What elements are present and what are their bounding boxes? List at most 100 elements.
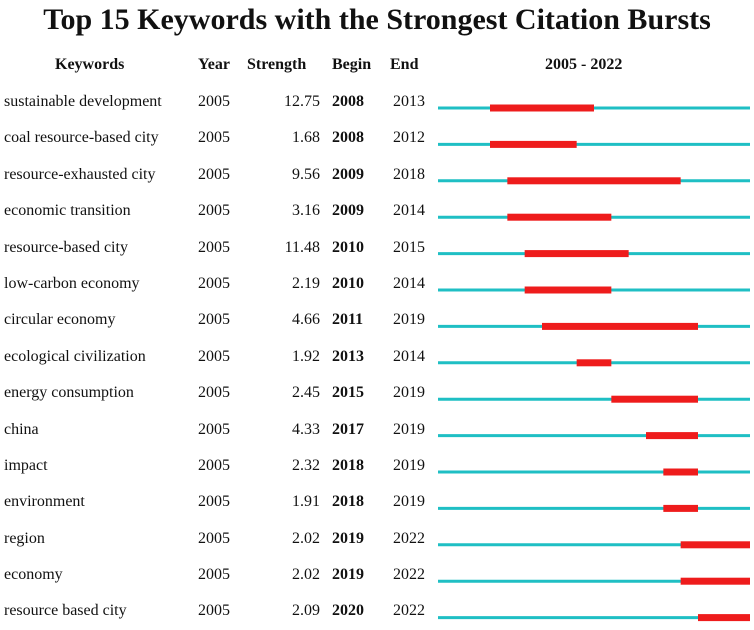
burst-bar [698, 614, 750, 622]
burst-bar [663, 504, 698, 512]
keyword-label: region [4, 529, 45, 547]
begin-year: 2009 [332, 165, 364, 183]
strength-value: 2.02 [292, 566, 320, 584]
header-keywords: Keywords [55, 56, 125, 73]
table-row: low-carbon economy 2005 2.19 2010 2014 [0, 266, 754, 302]
begin-year: 2020 [332, 602, 364, 620]
burst-bar [663, 468, 698, 476]
begin-year: 2018 [332, 456, 364, 474]
end-year: 2022 [393, 602, 425, 620]
end-year: 2019 [393, 311, 425, 329]
begin-year: 2010 [332, 274, 364, 292]
keyword-label: ecological civilization [4, 347, 146, 365]
year-value: 2005 [198, 238, 230, 256]
header-begin: Begin [332, 56, 372, 73]
begin-year: 2013 [332, 347, 364, 365]
burst-bar [524, 286, 612, 294]
strength-value: 1.91 [292, 493, 320, 511]
table-row: resource-based city 2005 11.48 2010 2015 [0, 230, 754, 266]
begin-year: 2011 [332, 311, 364, 329]
year-value: 2005 [198, 602, 230, 620]
end-year: 2022 [393, 566, 425, 584]
year-value: 2005 [198, 93, 230, 110]
end-year: 2014 [393, 202, 425, 220]
burst-bar [680, 577, 750, 585]
end-year: 2018 [393, 165, 425, 183]
strength-value: 2.32 [292, 456, 320, 474]
strength-value: 11.48 [284, 238, 320, 256]
table-row: coal resource-based city 2005 1.68 2008 2012 [0, 120, 754, 156]
year-value: 2005 [198, 274, 230, 292]
end-year: 2019 [393, 420, 425, 438]
keyword-label: environment [4, 493, 85, 511]
strength-value: 2.09 [292, 602, 320, 620]
keyword-label: coal resource-based city [4, 129, 159, 147]
strength-value: 1.92 [292, 347, 320, 365]
keyword-label: energy consumption [4, 384, 134, 402]
keyword-label: economy [4, 566, 63, 584]
begin-year: 2019 [332, 566, 364, 584]
header-year: Year [198, 56, 230, 73]
strength-value: 2.45 [292, 384, 320, 402]
burst-bar [490, 140, 577, 148]
table-row: energy consumption 2005 2.45 2015 2019 [0, 375, 754, 411]
burst-bar [490, 104, 594, 112]
year-value: 2005 [198, 529, 230, 547]
burst-bar [611, 395, 698, 403]
keyword-label: low-carbon economy [4, 274, 140, 292]
burst-bar [524, 250, 629, 258]
chart-title: Top 15 Keywords with the Strongest Citat… [43, 3, 711, 36]
keyword-label: circular economy [4, 311, 116, 329]
table-row: impact 2005 2.32 2018 2019 [0, 448, 754, 484]
table-row: environment 2005 1.91 2018 2019 [0, 484, 754, 520]
table-row: economic transition 2005 3.16 2009 2014 [0, 193, 754, 229]
begin-year: 2009 [332, 202, 364, 220]
year-value: 2005 [198, 129, 230, 147]
end-year: 2019 [393, 493, 425, 511]
table-row: circular economy 2005 4.66 2011 2019 [0, 302, 754, 338]
year-value: 2005 [198, 347, 230, 365]
strength-value: 3.16 [292, 202, 320, 220]
strength-value: 2.19 [292, 274, 320, 292]
strength-value: 2.02 [292, 529, 320, 547]
year-value: 2005 [198, 456, 230, 474]
keyword-label: economic transition [4, 202, 131, 220]
begin-year: 2010 [332, 238, 364, 256]
table-row: china 2005 4.33 2017 2019 [0, 412, 754, 448]
end-year: 2014 [393, 274, 425, 292]
end-year: 2022 [393, 529, 425, 547]
burst-bar [542, 322, 698, 330]
burst-bar [646, 432, 698, 440]
end-year: 2012 [393, 129, 425, 147]
year-value: 2005 [198, 566, 230, 584]
end-year: 2019 [393, 456, 425, 474]
header-end: End [390, 56, 419, 73]
year-value: 2005 [198, 493, 230, 511]
end-year: 2014 [393, 347, 425, 365]
keyword-label: resource based city [4, 602, 127, 620]
burst-bar [576, 359, 612, 367]
burst-bar [680, 541, 750, 549]
table-row: resource based city 2005 2.09 2020 2022 [0, 593, 754, 629]
keyword-label: china [4, 420, 39, 438]
keyword-label: resource-based city [4, 238, 128, 256]
strength-value: 9.56 [292, 165, 320, 183]
table-row: ecological civilization 2005 1.92 2013 2014 [0, 339, 754, 375]
end-year: 2015 [393, 238, 425, 256]
begin-year: 2008 [332, 93, 364, 110]
end-year: 2013 [393, 93, 425, 110]
begin-year: 2017 [332, 420, 364, 438]
table-row: resource-exhausted city 2005 9.56 2009 2018 [0, 157, 754, 193]
begin-year: 2008 [332, 129, 364, 147]
table-row: sustainable development 2005 12.75 2008 2013 [0, 84, 754, 120]
year-value: 2005 [198, 165, 230, 183]
keyword-label: sustainable development [4, 93, 162, 110]
table-row: region 2005 2.02 2019 2022 [0, 521, 754, 557]
strength-value: 4.66 [292, 311, 320, 329]
end-year: 2019 [393, 384, 425, 402]
year-value: 2005 [198, 311, 230, 329]
strength-value: 1.68 [292, 129, 320, 147]
burst-bar [507, 177, 681, 185]
begin-year: 2019 [332, 529, 364, 547]
strength-value: 12.75 [284, 93, 320, 110]
